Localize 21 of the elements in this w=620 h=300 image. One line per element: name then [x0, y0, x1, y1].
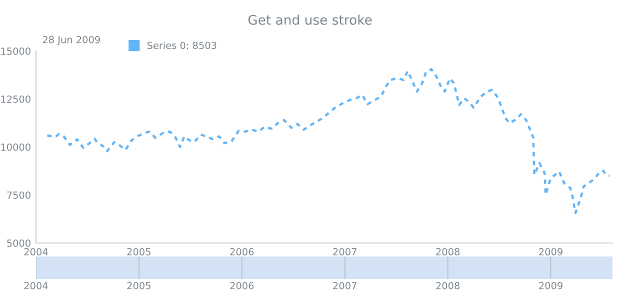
y-tick-label: 12500: [1, 95, 30, 103]
x-tick-label: 2005: [127, 248, 150, 256]
y-tick-label: 10000: [1, 143, 30, 151]
x2-tick-label: 2005: [127, 282, 150, 290]
line-series: [46, 68, 611, 214]
x2-tick-label: 2008: [436, 282, 460, 290]
y-tick-label: 5000: [7, 239, 30, 247]
x-tick-label: 2006: [230, 248, 254, 256]
y-tick-label: 7500: [7, 191, 30, 199]
chart-title: Get and use stroke: [248, 14, 372, 25]
y-tick-label: 15000: [1, 47, 30, 55]
x-tick-label: 2008: [436, 248, 460, 256]
legend-label: Series 0: 8503: [147, 42, 216, 50]
x2-tick-label: 2006: [230, 282, 254, 290]
x-tick-label: 2007: [333, 248, 356, 256]
x-tick-label: 2004: [24, 248, 48, 256]
x2-tick-label: 2004: [24, 282, 48, 290]
text: 28 Jun 2009: [42, 36, 100, 46]
x2-tick-label: 2009: [539, 282, 562, 290]
x-tick-label: 2009: [539, 248, 562, 256]
x2-tick-label: 2007: [333, 282, 356, 290]
